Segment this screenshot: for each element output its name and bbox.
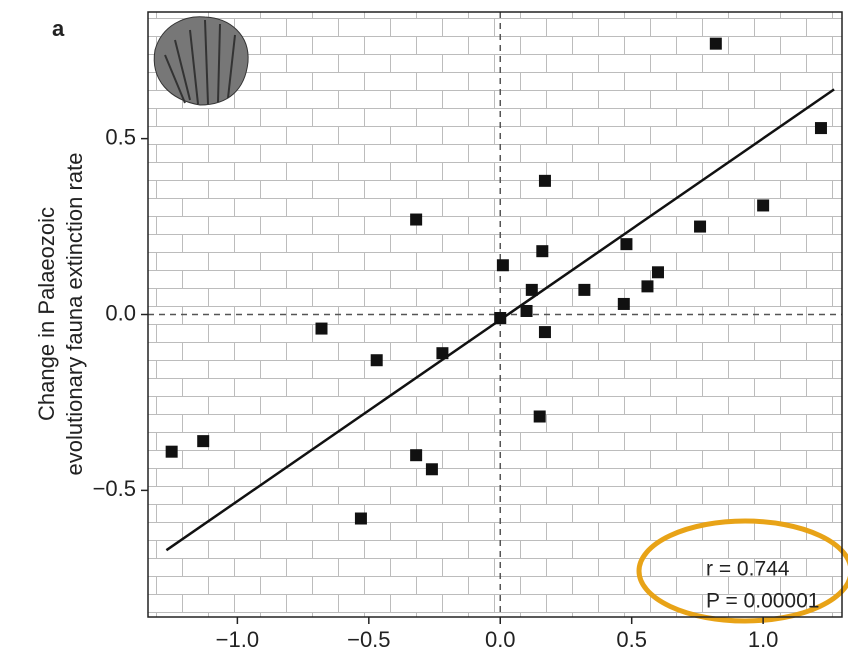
- x-tick-label: −0.5: [347, 627, 390, 652]
- point: [410, 449, 423, 462]
- y-tick-label: 0.0: [105, 300, 136, 325]
- point: [410, 213, 423, 226]
- shell-icon: [153, 16, 249, 106]
- point: [578, 283, 591, 296]
- point: [538, 326, 551, 339]
- point: [370, 354, 383, 367]
- x-tick-label: 0.0: [485, 627, 516, 652]
- panel-label: a: [52, 16, 65, 41]
- point: [533, 410, 546, 423]
- point: [165, 445, 178, 458]
- point: [617, 297, 630, 310]
- point: [354, 512, 367, 525]
- point: [620, 238, 633, 251]
- y-axis-label: Change in Palaeozoic: [34, 207, 59, 421]
- point: [757, 199, 770, 212]
- y-axis-label: evolutionary fauna extinction rate: [62, 153, 87, 476]
- y-tick-label: −0.5: [93, 476, 136, 501]
- x-tick-label: 0.5: [616, 627, 647, 652]
- point: [709, 37, 722, 50]
- point: [315, 322, 328, 335]
- point: [641, 280, 654, 293]
- point: [694, 220, 707, 233]
- x-tick-label: −1.0: [216, 627, 259, 652]
- point: [538, 174, 551, 187]
- point: [525, 283, 538, 296]
- point: [536, 245, 549, 258]
- y-tick-label: 0.5: [105, 124, 136, 149]
- point: [520, 304, 533, 317]
- point: [197, 435, 210, 448]
- point: [494, 312, 507, 325]
- annotation: r = 0.744: [706, 558, 790, 581]
- point: [425, 463, 438, 476]
- point: [436, 347, 449, 360]
- point: [496, 259, 509, 272]
- plot-frame: [147, 11, 843, 618]
- x-tick-label: 1.0: [748, 627, 779, 652]
- point: [814, 122, 827, 135]
- annotation: P = 0.00001: [706, 590, 819, 613]
- highlight-ellipse: [636, 518, 848, 624]
- point: [651, 266, 664, 279]
